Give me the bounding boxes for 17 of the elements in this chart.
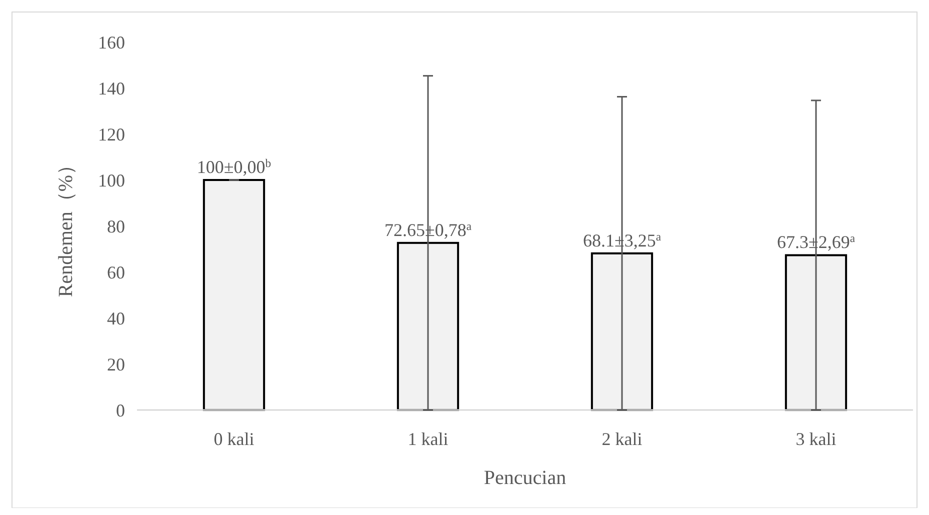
bar — [202, 179, 266, 411]
y-tick-label: 120 — [98, 124, 125, 144]
data-label: 100±0,00$^{b}$ — [196, 156, 272, 177]
y-tick-label: 20 — [107, 354, 125, 374]
x-tick-label: 2 kali — [602, 429, 642, 449]
y-tick-label: 40 — [107, 308, 125, 328]
y-tick-label: 60 — [107, 262, 125, 282]
y-axis-title: Rendemen（%） — [55, 154, 77, 298]
x-tick-label: 0 kali — [214, 429, 254, 449]
y-tick-label: 80 — [107, 216, 125, 236]
y-tick-label: 140 — [98, 78, 125, 98]
y-tick-label: 160 — [98, 32, 125, 52]
y-tick-label: 0 — [116, 400, 125, 420]
y-tick-label: 100 — [98, 170, 125, 190]
x-axis-title: Pencucian — [484, 467, 566, 489]
x-tick-label: 3 kali — [796, 429, 836, 449]
x-tick-label: 1 kali — [408, 429, 448, 449]
